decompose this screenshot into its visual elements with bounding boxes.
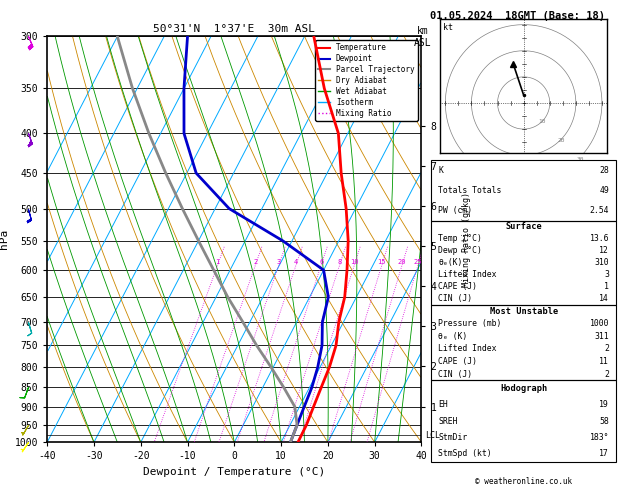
Title: 50°31'N  1°37'E  30m ASL: 50°31'N 1°37'E 30m ASL (153, 24, 315, 35)
Y-axis label: hPa: hPa (0, 229, 9, 249)
Text: kt: kt (443, 23, 454, 33)
Text: LCL: LCL (425, 431, 440, 440)
Text: Totals Totals: Totals Totals (438, 186, 502, 195)
Text: 13.6: 13.6 (589, 234, 609, 243)
Text: 311: 311 (594, 332, 609, 341)
Text: 8: 8 (338, 259, 342, 265)
Text: 20: 20 (557, 138, 565, 143)
Text: 58: 58 (599, 417, 609, 426)
Text: Dewp (°C): Dewp (°C) (438, 246, 482, 255)
Text: CAPE (J): CAPE (J) (438, 357, 477, 366)
Text: © weatheronline.co.uk: © weatheronline.co.uk (475, 477, 572, 486)
Text: Hodograph: Hodograph (500, 384, 547, 393)
Text: CIN (J): CIN (J) (438, 295, 472, 303)
Text: Pressure (mb): Pressure (mb) (438, 319, 502, 329)
Text: 2.54: 2.54 (589, 206, 609, 215)
Text: θₑ (K): θₑ (K) (438, 332, 467, 341)
Legend: Temperature, Dewpoint, Parcel Trajectory, Dry Adiabat, Wet Adiabat, Isotherm, Mi: Temperature, Dewpoint, Parcel Trajectory… (315, 40, 418, 121)
Text: Lifted Index: Lifted Index (438, 270, 497, 279)
Text: 12: 12 (599, 246, 609, 255)
Bar (431, 381, 616, 462)
Text: Lifted Index: Lifted Index (438, 345, 497, 353)
Text: StmDir: StmDir (438, 433, 467, 442)
Text: 11: 11 (599, 357, 609, 366)
Text: 183°: 183° (589, 433, 609, 442)
Text: 30: 30 (576, 157, 584, 162)
Text: 2: 2 (604, 345, 609, 353)
Text: 4: 4 (294, 259, 298, 265)
Text: 25: 25 (414, 259, 422, 265)
Text: 15: 15 (377, 259, 386, 265)
Bar (431, 305, 616, 381)
Text: 19: 19 (599, 400, 609, 409)
Text: 10: 10 (350, 259, 359, 265)
Text: 1: 1 (604, 282, 609, 292)
Text: 2: 2 (253, 259, 257, 265)
Text: km: km (417, 26, 428, 36)
Bar (431, 221, 616, 305)
Text: ASL: ASL (414, 38, 431, 48)
Text: PW (cm): PW (cm) (438, 206, 472, 215)
Text: StmSpd (kt): StmSpd (kt) (438, 449, 492, 458)
Text: Surface: Surface (505, 222, 542, 231)
Text: 20: 20 (398, 259, 406, 265)
X-axis label: Dewpoint / Temperature (°C): Dewpoint / Temperature (°C) (143, 467, 325, 477)
Text: 14: 14 (599, 295, 609, 303)
Text: 3: 3 (277, 259, 281, 265)
Text: Most Unstable: Most Unstable (489, 307, 558, 316)
Text: 01.05.2024  18GMT (Base: 18): 01.05.2024 18GMT (Base: 18) (430, 11, 604, 21)
Text: SREH: SREH (438, 417, 458, 426)
Text: K: K (438, 166, 443, 175)
Text: EH: EH (438, 400, 448, 409)
Text: 6: 6 (319, 259, 323, 265)
Bar (431, 160, 616, 221)
Text: 10: 10 (538, 119, 546, 124)
Text: Temp (°C): Temp (°C) (438, 234, 482, 243)
Text: CIN (J): CIN (J) (438, 369, 472, 379)
Text: 1000: 1000 (589, 319, 609, 329)
Text: 2: 2 (604, 369, 609, 379)
Text: θₑ(K): θₑ(K) (438, 259, 463, 267)
Text: 3: 3 (604, 270, 609, 279)
Text: 49: 49 (599, 186, 609, 195)
Text: 28: 28 (599, 166, 609, 175)
Text: 310: 310 (594, 259, 609, 267)
Text: CAPE (J): CAPE (J) (438, 282, 477, 292)
Text: 1: 1 (216, 259, 220, 265)
Text: Mixing Ratio (g/kg): Mixing Ratio (g/kg) (462, 192, 471, 287)
Text: 17: 17 (599, 449, 609, 458)
